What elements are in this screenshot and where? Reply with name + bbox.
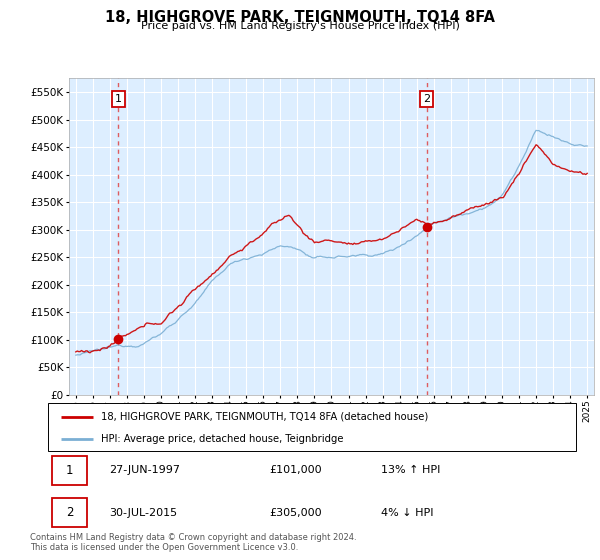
- Text: Contains HM Land Registry data © Crown copyright and database right 2024.: Contains HM Land Registry data © Crown c…: [30, 533, 356, 542]
- Text: £101,000: £101,000: [270, 465, 322, 475]
- Text: £305,000: £305,000: [270, 507, 322, 517]
- FancyBboxPatch shape: [52, 456, 86, 484]
- Text: Price paid vs. HM Land Registry's House Price Index (HPI): Price paid vs. HM Land Registry's House …: [140, 21, 460, 31]
- Text: 27-JUN-1997: 27-JUN-1997: [109, 465, 180, 475]
- Text: 1: 1: [65, 464, 73, 477]
- Text: This data is licensed under the Open Government Licence v3.0.: This data is licensed under the Open Gov…: [30, 543, 298, 552]
- Text: 30-JUL-2015: 30-JUL-2015: [109, 507, 177, 517]
- Text: HPI: Average price, detached house, Teignbridge: HPI: Average price, detached house, Teig…: [101, 434, 343, 444]
- Text: 18, HIGHGROVE PARK, TEIGNMOUTH, TQ14 8FA (detached house): 18, HIGHGROVE PARK, TEIGNMOUTH, TQ14 8FA…: [101, 412, 428, 422]
- Text: 2: 2: [423, 94, 430, 104]
- Text: 18, HIGHGROVE PARK, TEIGNMOUTH, TQ14 8FA: 18, HIGHGROVE PARK, TEIGNMOUTH, TQ14 8FA: [105, 10, 495, 25]
- Text: 2: 2: [65, 506, 73, 519]
- Text: 4% ↓ HPI: 4% ↓ HPI: [380, 507, 433, 517]
- Text: 13% ↑ HPI: 13% ↑ HPI: [380, 465, 440, 475]
- Text: 1: 1: [115, 94, 122, 104]
- FancyBboxPatch shape: [48, 403, 576, 451]
- FancyBboxPatch shape: [52, 498, 86, 527]
